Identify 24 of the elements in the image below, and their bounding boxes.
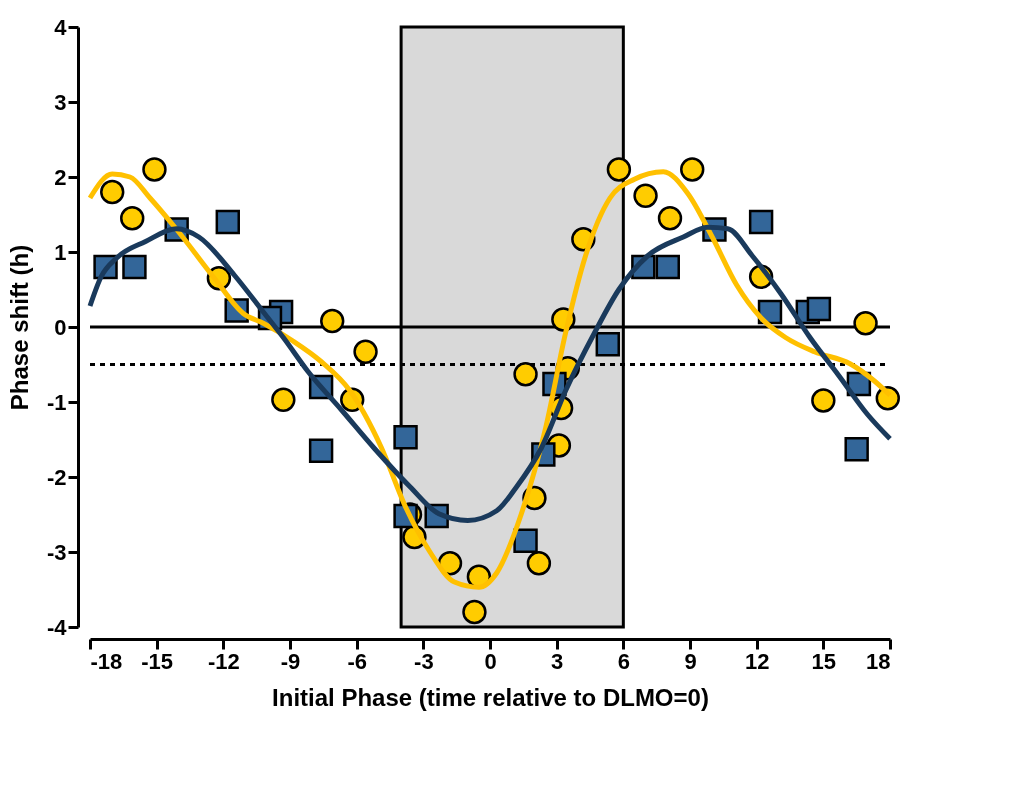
y-tick-label: 3 <box>54 89 67 115</box>
y-tick-label: 0 <box>54 314 67 340</box>
x-tick-label: -9 <box>280 648 301 674</box>
x-tick-label: 3 <box>551 648 564 674</box>
y-axis-title: Phase shift (h) <box>5 244 33 411</box>
x-tick-label: 18 <box>866 648 891 674</box>
x-tick-label: -6 <box>347 648 367 674</box>
y-tick-label: 2 <box>54 164 67 190</box>
y-tick-label: -1 <box>46 389 67 415</box>
y-tick-label: -3 <box>46 539 67 565</box>
y-tick-label: 4 <box>54 14 68 40</box>
y-tick-label: 1 <box>54 239 67 265</box>
x-axis-title: Initial Phase (time relative to DLMO=0) <box>272 683 709 711</box>
x-tick-label: 6 <box>617 648 630 674</box>
x-tick-label: -12 <box>207 648 240 674</box>
x-tick-label: -18 <box>90 648 123 674</box>
y-tick-label: -4 <box>46 614 68 640</box>
x-tick-label: 0 <box>484 648 497 674</box>
x-tick-label: -15 <box>141 648 174 674</box>
x-tick-label: -3 <box>414 648 434 674</box>
y-tick-label: -2 <box>46 464 67 490</box>
x-tick-label: 15 <box>811 648 837 674</box>
x-tick-label: 12 <box>744 648 770 674</box>
x-tick-label: 9 <box>684 648 697 674</box>
